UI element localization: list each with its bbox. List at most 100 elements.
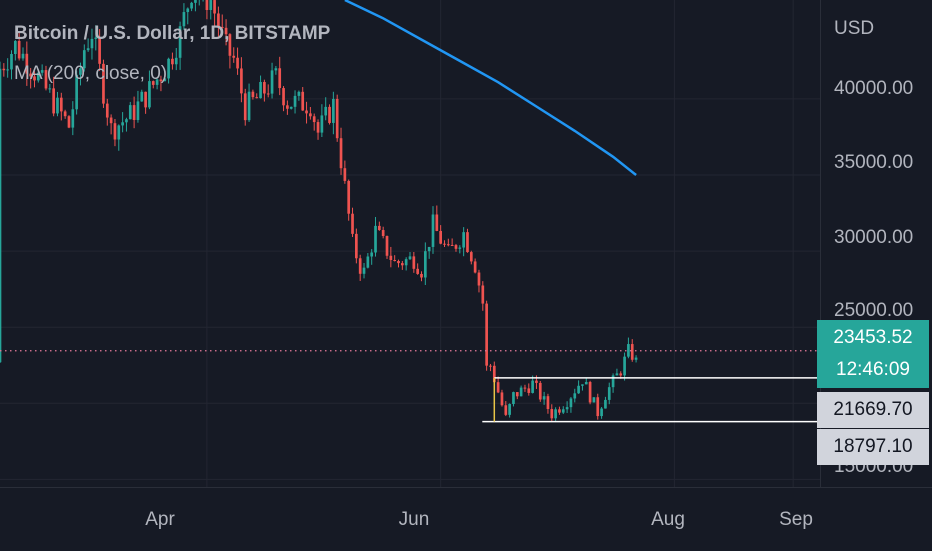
price-axis[interactable]	[820, 0, 932, 487]
candle-body	[370, 252, 374, 257]
candle-body	[416, 268, 420, 274]
candle-body	[82, 50, 86, 69]
candle-body	[596, 397, 600, 417]
candle-body	[159, 79, 163, 82]
candle-body	[59, 97, 63, 112]
candle-body	[293, 95, 297, 107]
candle-body	[167, 58, 170, 79]
time-tick-label: Jun	[398, 509, 430, 530]
candle-body	[255, 97, 259, 99]
time-tick-label: Aug	[651, 509, 685, 530]
candle-body	[385, 236, 389, 256]
candle-body	[565, 407, 569, 410]
candle-body	[155, 79, 159, 85]
candle-body	[6, 69, 10, 71]
ma-200-line	[344, 0, 637, 176]
last-price-tag: 23453.52	[817, 320, 929, 356]
candle-body	[117, 125, 121, 140]
candle-body	[289, 106, 293, 109]
candle-body	[339, 138, 343, 169]
time-tick-label: Sep	[779, 509, 813, 530]
ma-indicator-label[interactable]: MA (200, close, 0)	[14, 63, 168, 84]
candle-body	[171, 58, 174, 65]
candle-body	[381, 230, 385, 237]
candle-body	[366, 256, 370, 268]
candle-body	[523, 387, 527, 389]
candle-body	[224, 27, 228, 35]
candle-body	[263, 81, 266, 94]
candle-body	[592, 397, 596, 403]
candle-body	[400, 263, 404, 266]
candle-body	[527, 388, 531, 393]
countdown-tag: 12:46:09	[817, 352, 929, 388]
candle-body	[251, 91, 255, 98]
candle-body	[132, 105, 136, 120]
candle-body	[581, 384, 584, 386]
candle-body	[355, 233, 358, 259]
candle-body	[205, 0, 209, 10]
price-tick-label: 35000.00	[834, 152, 914, 173]
candle-body	[48, 88, 52, 90]
candle-body	[477, 272, 481, 286]
candle-body	[515, 392, 519, 397]
candle-body	[309, 113, 312, 117]
candle-body	[630, 344, 634, 360]
candle-body	[121, 122, 124, 126]
price-tick-label: 30000.00	[834, 227, 914, 248]
candle-body	[209, 0, 213, 10]
candle-body	[439, 230, 442, 244]
candle-body	[443, 243, 446, 245]
time-axis[interactable]	[0, 487, 932, 551]
candle-body	[94, 37, 98, 39]
candle-body	[404, 259, 408, 266]
candle-body	[270, 70, 274, 94]
currency-label: USD	[834, 18, 875, 39]
candle-body	[213, 0, 216, 14]
candle-body	[408, 256, 412, 260]
candle-body	[627, 344, 630, 357]
candle-body	[577, 385, 580, 394]
candle-body	[504, 405, 508, 415]
candle-body	[619, 373, 623, 376]
candle-body	[86, 48, 90, 51]
candle-body	[236, 57, 239, 69]
candle-body	[21, 53, 25, 59]
candle-body	[125, 119, 128, 123]
candle-body	[259, 81, 262, 99]
candle-body	[17, 40, 21, 59]
candle-body	[412, 256, 416, 269]
candle-body	[393, 259, 397, 261]
candle-body	[220, 26, 224, 28]
candle-body	[102, 63, 105, 104]
candle-body	[397, 260, 400, 264]
candle-body	[535, 380, 538, 383]
candle-body	[473, 261, 477, 273]
candle-body	[0, 68, 2, 363]
candle-body	[36, 72, 40, 81]
symbol-title[interactable]: Bitcoin / U.S. Dollar, 1D, BITSTAMP	[14, 23, 331, 44]
candle-body	[105, 103, 109, 118]
candle-body	[136, 101, 140, 120]
candle-body	[301, 91, 305, 111]
candle-body	[148, 81, 151, 108]
candle-body	[489, 365, 492, 367]
candle-body	[607, 387, 611, 400]
candle-body	[186, 8, 190, 13]
candle-body	[588, 382, 592, 403]
candle-body	[332, 98, 335, 123]
candle-body	[56, 97, 59, 114]
candle-body	[389, 255, 393, 260]
candle-body	[2, 68, 6, 71]
candle-body	[286, 105, 289, 109]
candle-body	[558, 409, 561, 413]
candle-body	[10, 53, 13, 70]
candle-body	[466, 232, 469, 253]
candle-body	[75, 74, 78, 110]
price-tick-label: 25000.00	[834, 300, 914, 321]
candle-body	[351, 213, 354, 234]
candle-body	[40, 70, 44, 73]
chart-legend: Bitcoin / U.S. Dollar, 1D, BITSTAMP MA (…	[14, 24, 330, 104]
candle-body	[190, 2, 193, 9]
candle-body	[29, 73, 32, 77]
